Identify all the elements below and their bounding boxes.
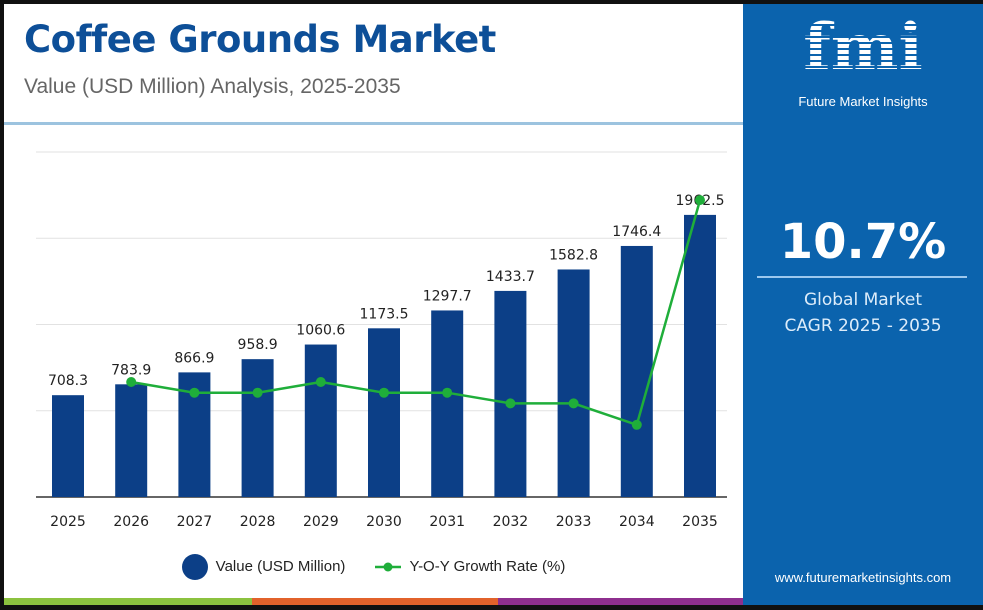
bar-2029 (304, 344, 337, 497)
color-strip-purple (498, 598, 743, 605)
legend-bar-swatch (181, 554, 208, 580)
growth-point (695, 195, 705, 206)
legend-item-growth: Y-O-Y Growth Rate (%) (375, 557, 565, 577)
chart-panel: Coffee Grounds Market Value (USD Million… (4, 4, 743, 598)
bar-line-chart: 708.3 2025 783.9 2026 866.9 2027 958.9 2028 1060… (36, 151, 727, 530)
x-tick-label: 2031 (429, 514, 465, 530)
x-tick-label: 2026 (113, 514, 149, 530)
bar-2034 (620, 245, 653, 497)
logo-mark: fmi (743, 8, 983, 88)
data-label: 708.3 (48, 373, 88, 389)
bar-2025 (52, 395, 84, 497)
x-tick-label: 2028 (240, 514, 276, 530)
growth-point (252, 387, 263, 398)
x-tick-label: 2030 (366, 514, 402, 530)
x-tick-label: 2033 (556, 514, 592, 530)
x-tick-label: 2027 (177, 514, 213, 530)
bar-2035 (684, 214, 716, 497)
cagr-label-2: CAGR 2025 - 2035 (784, 316, 942, 336)
growth-point (505, 398, 516, 409)
website-link[interactable]: www.futuremarketinsights.com (774, 570, 952, 585)
page-subtitle: Value (USD Million) Analysis, 2025-2035 (24, 75, 401, 98)
legend-label-value: Value (USD Million) (215, 558, 346, 575)
sidebar-panel: fmi Future Market Insights 10.7% Global … (743, 4, 983, 605)
color-strip-green (4, 598, 252, 605)
header-divider (4, 122, 743, 125)
data-label: 1582.8 (549, 247, 598, 263)
growth-point (315, 377, 326, 387)
x-tick-label: 2029 (303, 514, 339, 530)
growth-point (126, 377, 137, 387)
data-label: 1433.7 (486, 269, 535, 285)
cagr-label-1: Global Market (803, 290, 923, 310)
bar-2028 (241, 359, 274, 497)
cagr-divider (757, 276, 967, 278)
x-tick-label: 2025 (50, 514, 86, 530)
data-label: 1746.4 (612, 224, 661, 240)
x-tick-label: 2034 (619, 514, 655, 530)
growth-line (130, 199, 702, 427)
bar-2031 (431, 310, 464, 497)
x-tick-label: 2035 (682, 514, 718, 530)
legend-label-growth: Y-O-Y Growth Rate (%) (409, 558, 566, 575)
growth-point (631, 419, 642, 430)
logo-subtitle: Future Market Insights (798, 94, 928, 109)
data-label: 958.9 (238, 337, 278, 353)
growth-point (568, 398, 579, 409)
legend-line-swatch (375, 562, 402, 572)
bar-2033 (557, 269, 590, 497)
growth-point (442, 387, 453, 398)
data-label: 1173.5 (360, 306, 409, 322)
legend-item-value: Value (USD Million) (181, 554, 346, 580)
page-title: Coffee Grounds Market (24, 18, 496, 61)
growth-point (189, 387, 200, 398)
legend: Value (USD Million) Y-O-Y Growth Rate (%… (4, 554, 743, 580)
x-tick-label: 2032 (493, 514, 529, 530)
data-label: 1297.7 (423, 288, 472, 304)
cagr-value: 10.7% (779, 214, 947, 270)
data-label: 783.9 (111, 362, 151, 378)
bar-2030 (368, 328, 400, 497)
data-label: 1060.6 (296, 323, 345, 339)
growth-point (379, 387, 389, 398)
data-label: 866.9 (174, 350, 214, 366)
color-strip-orange (252, 598, 498, 605)
bar-2026 (115, 384, 148, 497)
bar-2032 (494, 290, 527, 497)
